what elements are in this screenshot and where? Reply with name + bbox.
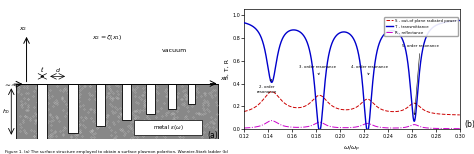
Y-axis label: S, T, R: S, T, R bbox=[224, 59, 229, 79]
Bar bbox=[122, 85, 131, 120]
Bar bbox=[37, 85, 47, 142]
Text: 4. order resonance: 4. order resonance bbox=[351, 65, 388, 75]
Text: 5. order resonance: 5. order resonance bbox=[402, 44, 438, 115]
Bar bbox=[16, 85, 219, 139]
Text: $\sim\!\!\sim\!\!$: $\sim\!\!\sim\!\!$ bbox=[2, 81, 18, 87]
Bar bbox=[188, 85, 195, 104]
Bar bbox=[68, 85, 78, 133]
Text: Figure 1. (a) The surface structure employed to obtain a surface plasmon polarit: Figure 1. (a) The surface structure empl… bbox=[5, 150, 228, 154]
Text: $x_1$: $x_1$ bbox=[220, 75, 228, 83]
Text: vacuum: vacuum bbox=[162, 48, 187, 53]
Text: 3. order resonance: 3. order resonance bbox=[299, 65, 336, 75]
Text: 2. order
resonance: 2. order resonance bbox=[257, 80, 277, 94]
Text: $x_2$: $x_2$ bbox=[19, 25, 27, 33]
Text: $d$: $d$ bbox=[55, 66, 61, 74]
Text: $x_2=\zeta(x_1)$: $x_2=\zeta(x_1)$ bbox=[92, 33, 123, 42]
X-axis label: $\omega/\omega_p$: $\omega/\omega_p$ bbox=[343, 144, 361, 154]
Bar bbox=[96, 85, 106, 126]
Text: (b): (b) bbox=[464, 120, 474, 129]
Text: $h_0$: $h_0$ bbox=[2, 107, 11, 116]
Bar bbox=[168, 85, 176, 109]
Bar bbox=[146, 85, 155, 114]
Text: (a): (a) bbox=[208, 131, 218, 140]
Text: $\ell$: $\ell$ bbox=[40, 65, 45, 74]
FancyBboxPatch shape bbox=[135, 120, 202, 135]
Text: metal $\varepsilon(\omega)$: metal $\varepsilon(\omega)$ bbox=[153, 123, 184, 132]
Legend: S - out-of plane radiated power, T - transmittance, R - reflectance: S - out-of plane radiated power, T - tra… bbox=[384, 17, 458, 36]
